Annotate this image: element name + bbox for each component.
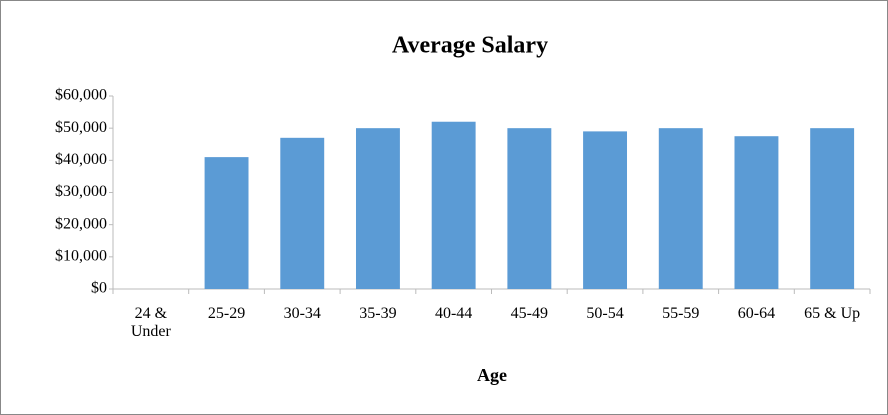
x-tick-label: 30-34 bbox=[283, 305, 321, 322]
chart-title: Average Salary bbox=[392, 33, 548, 59]
bar bbox=[204, 157, 249, 289]
x-tick-label: 65 & Up bbox=[804, 305, 861, 322]
x-tick-label: 50-54 bbox=[586, 305, 624, 322]
bar bbox=[355, 128, 400, 289]
x-axis-title: Age bbox=[477, 365, 507, 385]
bar bbox=[583, 131, 628, 289]
y-tick-label: $60,000 bbox=[55, 87, 107, 104]
x-tick-label: 55-59 bbox=[662, 305, 700, 322]
bar bbox=[810, 128, 855, 289]
x-tick-label: 60-64 bbox=[737, 305, 776, 322]
y-tick-label: $50,000 bbox=[55, 119, 107, 136]
y-tick-label: $10,000 bbox=[55, 248, 107, 265]
x-tick-label: 24 & Under bbox=[130, 305, 171, 340]
y-tick-label: $20,000 bbox=[55, 215, 107, 232]
bar bbox=[431, 121, 476, 289]
y-tick-label: $40,000 bbox=[55, 151, 107, 168]
x-tick-label: 35-39 bbox=[359, 305, 397, 322]
bar bbox=[734, 136, 779, 289]
bar bbox=[658, 128, 703, 289]
x-tick-label: 25-29 bbox=[207, 305, 246, 322]
x-tick-label: 40-44 bbox=[434, 305, 473, 322]
x-tick-label: 45-49 bbox=[510, 305, 548, 322]
bar bbox=[507, 128, 552, 289]
y-tick-label: $30,000 bbox=[55, 183, 107, 200]
bar bbox=[280, 137, 325, 289]
y-tick-label: $0 bbox=[91, 280, 107, 297]
